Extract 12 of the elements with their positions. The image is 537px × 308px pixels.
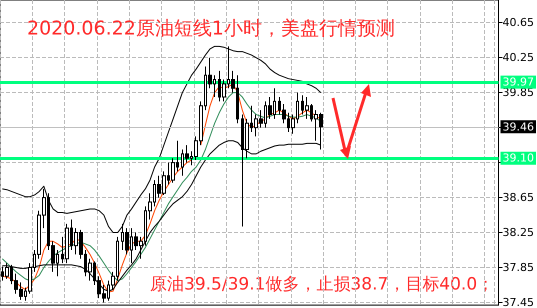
y-tick-label: 37.45	[502, 296, 534, 308]
candlestick	[65, 223, 69, 264]
text: 2020.06.22原油短线1小时，美盘行情预测	[27, 18, 395, 40]
y-tick-label: 38.25	[502, 226, 534, 240]
y-tick-label: 40.25	[502, 51, 534, 64]
candlestick	[305, 96, 309, 120]
ref-line-label: 39.10	[502, 152, 534, 165]
y-tick-label: 37.85	[502, 261, 534, 274]
y-tick-label: 38.65	[502, 191, 534, 204]
y-tick-label: 40.65	[502, 16, 534, 30]
ref-line-label: 39.46	[502, 120, 534, 134]
ref-line-label: 39.97	[502, 76, 534, 89]
